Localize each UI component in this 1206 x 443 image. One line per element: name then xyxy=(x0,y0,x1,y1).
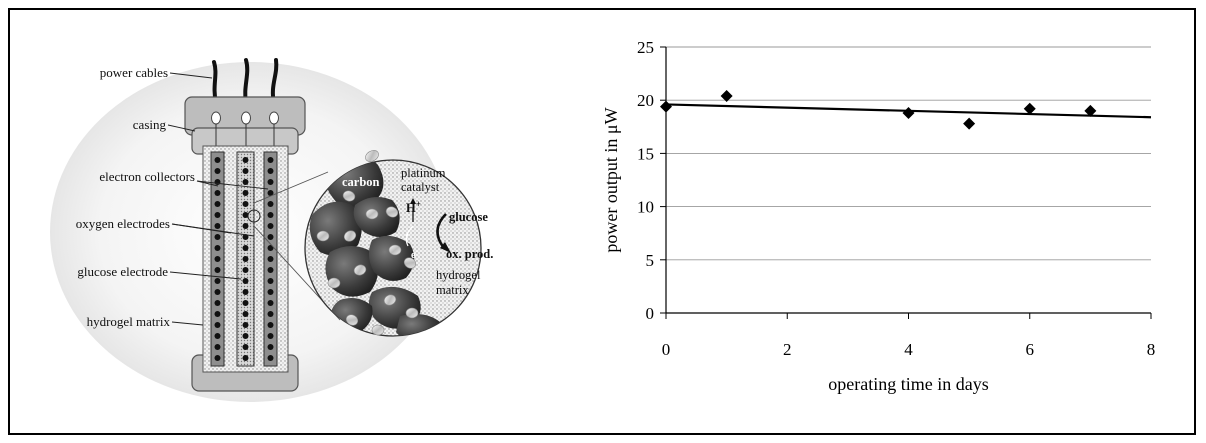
data-point xyxy=(660,100,672,113)
electrode-dots xyxy=(214,157,274,361)
label-catalyst: catalyst xyxy=(401,180,440,194)
x-axis-ticks: 0 2 4 6 8 xyxy=(662,313,1156,359)
label-glucose: glucose xyxy=(449,210,488,224)
platinum-particles xyxy=(316,150,419,336)
x-axis-label: operating time in days xyxy=(828,374,988,394)
x-tick-label: 6 xyxy=(1026,340,1035,359)
label-oxygen-electrodes: oxygen electrodes xyxy=(76,216,170,231)
label-hydrogel-matrix: hydrogel matrix xyxy=(87,314,171,329)
data-point xyxy=(1023,102,1036,115)
label-ox-prod: ox. prod. xyxy=(446,247,493,261)
y-tick-label: 5 xyxy=(646,251,655,270)
y-tick-label: 10 xyxy=(637,198,654,217)
label-matrix: matrix xyxy=(436,283,469,297)
gridlines xyxy=(666,46,1151,261)
reaction-arrows xyxy=(405,208,447,249)
y-tick-label: 20 xyxy=(637,91,654,110)
x-tick-label: 2 xyxy=(783,340,792,359)
y-axis-ticks: 0 5 10 15 20 25 xyxy=(637,38,666,323)
x-tick-label: 0 xyxy=(662,340,671,359)
x-tick-label: 4 xyxy=(904,340,913,359)
label-electron: e- xyxy=(411,247,418,261)
data-points xyxy=(660,89,1097,130)
leader-lines xyxy=(167,72,341,326)
label-platinum: platinum xyxy=(401,166,446,180)
x-tick-label: 8 xyxy=(1147,340,1156,359)
y-axis-label: power output in μW xyxy=(601,107,621,252)
label-casing: casing xyxy=(133,117,167,132)
label-proton: H+ xyxy=(406,199,421,215)
label-hydrogel: hydrogel xyxy=(436,268,481,282)
label-electron-collectors: electron collectors xyxy=(99,169,195,184)
data-point xyxy=(720,89,733,102)
zoom-focus xyxy=(247,209,261,223)
data-point xyxy=(1084,104,1097,117)
label-carbon: carbon xyxy=(342,175,380,189)
y-tick-label: 15 xyxy=(637,144,654,163)
magnified-inset: platinum catalyst carbon H+ glucose ox. … xyxy=(304,150,493,337)
y-tick-label: 25 xyxy=(637,38,654,57)
label-power-cables: power cables xyxy=(100,65,168,80)
label-glucose-electrode: glucose electrode xyxy=(77,264,168,279)
y-tick-label: 0 xyxy=(646,304,655,323)
fuel-cell-diagram: power cables casing electron collectors … xyxy=(50,58,493,402)
data-point xyxy=(963,117,976,130)
data-point xyxy=(902,106,915,119)
